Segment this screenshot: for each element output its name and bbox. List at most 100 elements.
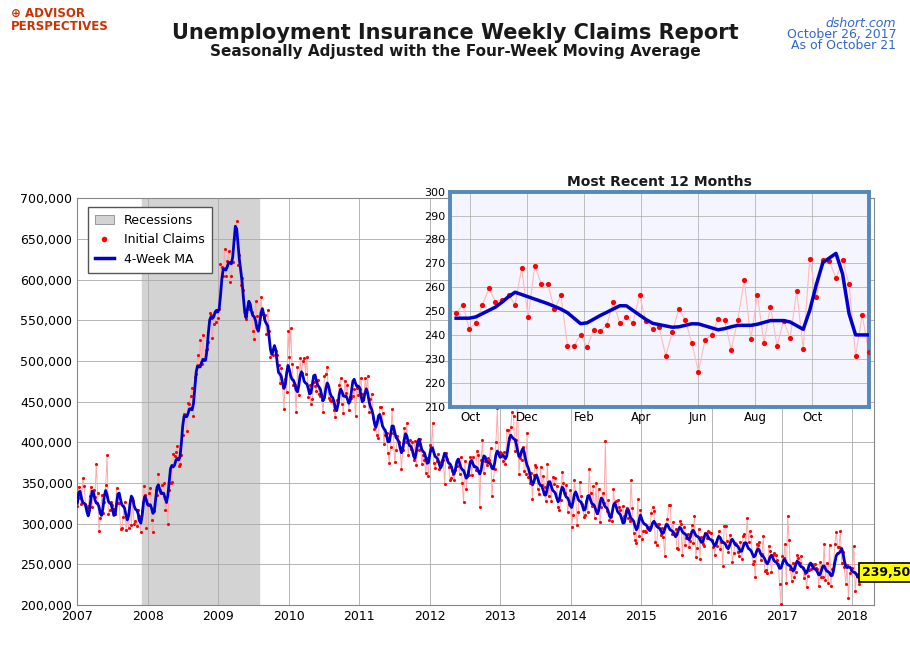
Point (367, 423, 381, 434)
Point (629, 538, 643, 549)
Point (438, 479, 452, 490)
Point (709, 537, 723, 547)
Point (502, 434, 517, 444)
Point (276, 381, 290, 392)
Point (469, 318, 483, 329)
Point (597, 498, 612, 508)
Point (249, 311, 264, 322)
Point (419, 467, 433, 478)
Point (525, 494, 540, 504)
Point (796, 344, 811, 354)
Point (428, 463, 442, 474)
Point (461, 469, 476, 480)
Point (835, 255, 850, 266)
Point (223, 276, 238, 287)
Point (645, 502, 660, 512)
Point (93, 513, 107, 524)
Point (352, 384, 367, 395)
Point (652, 322, 666, 332)
Point (294, 368, 308, 379)
Point (79, 502, 94, 513)
Point (812, 581, 826, 592)
Point (609, 496, 623, 506)
Point (209, 317, 224, 327)
Point (480, 453, 495, 463)
Point (128, 516, 143, 526)
Point (622, 516, 637, 527)
Point (732, 551, 746, 562)
Point (583, 488, 598, 498)
Point (290, 361, 305, 371)
Point (115, 522, 129, 533)
Point (277, 404, 291, 414)
Point (229, 215, 244, 226)
Point (829, 527, 844, 537)
Point (613, 505, 628, 516)
Point (218, 271, 233, 282)
Point (171, 461, 186, 471)
Point (737, 529, 752, 539)
Point (349, 383, 364, 394)
Point (136, 481, 151, 491)
Point (814, 572, 829, 582)
Point (441, 461, 456, 472)
Point (117, 496, 132, 507)
Point (572, 477, 587, 487)
Point (764, 567, 779, 578)
Point (482, 455, 497, 465)
Point (589, 478, 603, 488)
Point (268, 346, 283, 356)
Point (89, 459, 104, 470)
Point (347, 384, 361, 395)
Point (558, 487, 572, 498)
Point (440, 454, 455, 465)
Point (815, 255, 830, 266)
Point (137, 490, 152, 500)
Text: 239,500: 239,500 (862, 566, 910, 579)
Point (224, 271, 238, 282)
Point (539, 496, 553, 506)
Point (475, 435, 490, 446)
Point (452, 469, 467, 479)
Point (608, 500, 622, 510)
Point (511, 469, 526, 479)
Point (790, 549, 804, 560)
Point (129, 521, 144, 531)
Point (625, 502, 640, 513)
Point (228, 223, 243, 234)
Point (351, 390, 366, 401)
Point (424, 445, 439, 455)
Point (417, 455, 431, 465)
Point (273, 378, 288, 389)
Point (700, 532, 714, 543)
Point (338, 375, 352, 386)
Point (544, 495, 559, 506)
Point (822, 256, 836, 266)
Point (820, 557, 834, 568)
Point (500, 424, 514, 435)
Point (397, 423, 411, 434)
Point (530, 461, 544, 472)
Point (833, 526, 847, 537)
Point (710, 541, 724, 551)
Point (602, 515, 617, 525)
Point (590, 508, 604, 518)
Point (453, 451, 468, 462)
Point (841, 593, 855, 603)
Point (509, 434, 523, 445)
Point (207, 307, 222, 318)
Point (390, 431, 405, 442)
Point (168, 447, 183, 457)
Point (594, 502, 609, 513)
Point (571, 507, 586, 518)
Point (265, 347, 279, 358)
Bar (142, 198, 259, 605)
Text: Seasonally Adjusted with the Four-Week Moving Average: Seasonally Adjusted with the Four-Week M… (209, 44, 701, 59)
Point (561, 340, 575, 351)
Point (813, 557, 827, 568)
Point (363, 394, 378, 405)
Point (617, 510, 632, 521)
Text: ⊕ ADVISOR: ⊕ ADVISOR (11, 7, 85, 20)
Point (717, 315, 732, 326)
Point (508, 446, 522, 456)
